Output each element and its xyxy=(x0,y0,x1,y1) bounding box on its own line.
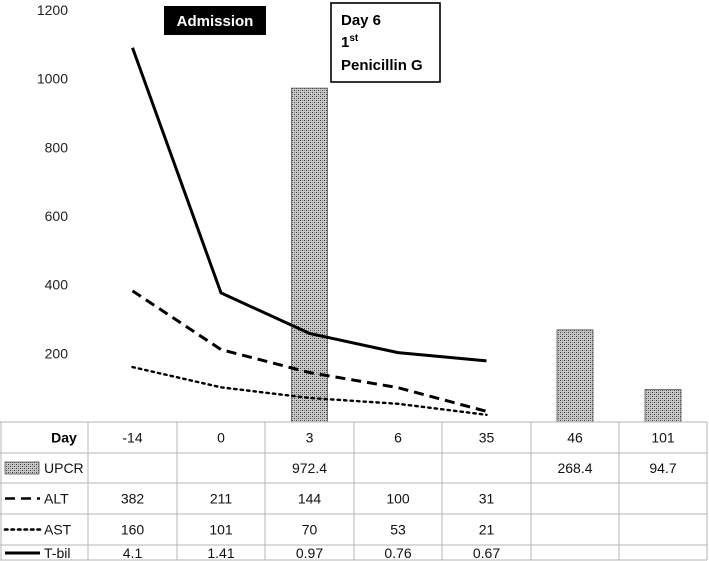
y-axis: 200 400 600 800 1000 1200 xyxy=(37,2,68,361)
legend-name: T-bil xyxy=(44,545,70,561)
y-tick-label: 200 xyxy=(45,345,69,361)
x-tick-label: 0 xyxy=(217,430,225,446)
x-tick-label: 101 xyxy=(651,430,675,446)
alt-line xyxy=(131,289,487,413)
y-tick-label: 1000 xyxy=(37,71,68,87)
legend-key-upcr xyxy=(4,461,40,475)
legend-name: ALT xyxy=(44,491,69,507)
data-label: 101 xyxy=(209,522,233,538)
y-tick-label: 600 xyxy=(45,208,69,224)
legend-name: AST xyxy=(44,522,72,538)
t-bil-line xyxy=(131,47,487,363)
admission-label: Admission xyxy=(177,13,254,30)
x-tick-label: -14 xyxy=(122,430,142,446)
x-tick-label: 46 xyxy=(567,430,583,446)
data-label: 160 xyxy=(121,522,145,538)
legend-name: UPCR xyxy=(44,460,84,476)
data-label: 0.97 xyxy=(296,545,323,561)
data-label: 1.41 xyxy=(207,545,234,561)
y-tick-label: 1200 xyxy=(37,2,68,18)
data-label: 21 xyxy=(479,522,495,538)
line-series xyxy=(131,47,488,416)
day6-superscript: st xyxy=(349,33,359,44)
data-label: 100 xyxy=(386,491,410,507)
ast-line xyxy=(131,365,488,416)
upcr-bar xyxy=(556,329,594,423)
x-axis-title: Day xyxy=(51,430,77,446)
upcr-bar xyxy=(644,389,682,423)
data-label: 0.67 xyxy=(473,545,500,561)
data-label: 4.1 xyxy=(123,545,143,561)
data-label: 31 xyxy=(479,491,495,507)
data-label: 972.4 xyxy=(292,460,327,476)
data-label: 53 xyxy=(390,522,406,538)
data-label: 94.7 xyxy=(649,460,676,476)
data-label: 144 xyxy=(298,491,322,507)
y-tick-label: 400 xyxy=(45,277,69,293)
x-tick-label: 3 xyxy=(306,430,314,446)
admission-box xyxy=(164,6,266,35)
day6-box xyxy=(330,2,441,83)
day6-label-line: Penicillin G xyxy=(341,57,423,74)
x-tick-label: 6 xyxy=(394,430,402,446)
day6-label-line: Day 6 xyxy=(341,12,381,29)
upcr-bar xyxy=(291,87,328,423)
data-label: 268.4 xyxy=(557,460,592,476)
data-label: 0.76 xyxy=(384,545,411,561)
x-tick-label: 35 xyxy=(479,430,495,446)
data-label: 70 xyxy=(302,522,318,538)
data-label: 382 xyxy=(121,491,145,507)
data-label: 211 xyxy=(210,491,233,507)
bar-series xyxy=(291,87,682,423)
data-table: Day -14 0 3 6 35 46 101 UPCR 972.4 268.4 94.7 ALT 382… xyxy=(0,421,708,561)
y-tick-label: 800 xyxy=(45,139,69,155)
